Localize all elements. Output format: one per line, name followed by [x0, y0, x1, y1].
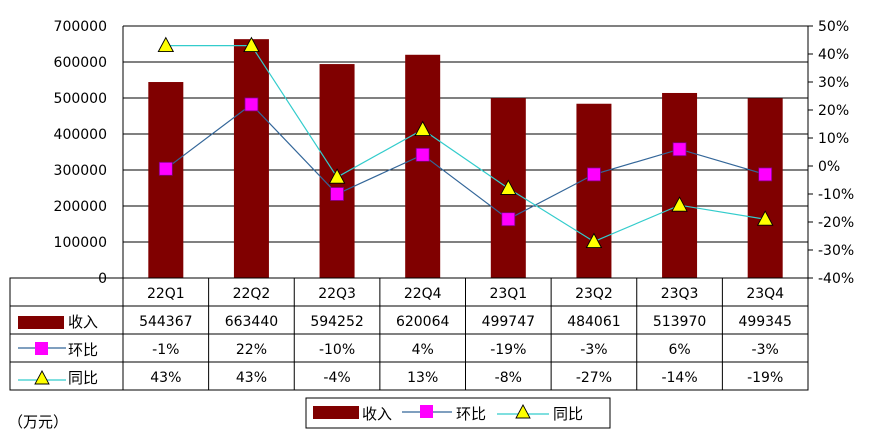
data-label: -4%: [323, 370, 350, 386]
data-label: 4%: [412, 342, 434, 358]
qoq-point-22Q1: [158, 161, 173, 176]
table-key-yoy-marker: [34, 370, 50, 385]
unit-label: （万元）: [8, 413, 68, 431]
bar-22Q1: [148, 82, 184, 278]
data-label: 6%: [668, 342, 690, 358]
qoq-point-23Q1: [501, 212, 516, 227]
legend-label-revenue: 收入: [362, 405, 392, 423]
data-label: 13%: [407, 370, 438, 386]
qoq-point-22Q2: [244, 97, 259, 112]
x-tick-label: 22Q2: [233, 286, 271, 302]
x-tick-label: 23Q3: [661, 286, 699, 302]
y2-tick-label: 40%: [818, 47, 849, 63]
qoq-point-23Q3: [672, 142, 687, 157]
y2-tick-label: -40%: [818, 271, 854, 287]
y2-tick-label: -20%: [818, 215, 854, 231]
yoy-point-23Q3: [671, 196, 688, 212]
x-tick-label: 22Q4: [404, 286, 442, 302]
yoy-point-22Q3: [328, 168, 346, 184]
yoy-point-23Q2: [585, 232, 603, 249]
data-label: 594252: [310, 314, 363, 330]
y2-tick-label: 50%: [818, 19, 849, 35]
data-label: 499345: [738, 314, 791, 330]
data-label: -14%: [661, 370, 697, 386]
qoq-series: [158, 97, 773, 227]
legend: 收入 环比 同比: [305, 397, 611, 429]
data-label: 43%: [150, 370, 181, 386]
y2-tick-label: 30%: [818, 75, 849, 91]
yoy-series: [157, 36, 774, 249]
yoy-line: [165, 44, 766, 243]
x-tick-label: 23Q2: [575, 286, 613, 302]
table-key-qoq-marker: [35, 342, 48, 355]
legend-label-yoy: 同比: [553, 405, 583, 423]
data-label: 43%: [236, 370, 267, 386]
bar-23Q4: [747, 98, 783, 278]
y-tick-label: 500000: [54, 91, 107, 107]
x-tick-label: 22Q1: [147, 286, 185, 302]
yoy-point-23Q1: [500, 179, 517, 195]
table-key-revenue: [18, 316, 64, 329]
data-label: 513970: [653, 314, 706, 330]
data-label: -3%: [752, 342, 779, 358]
yoy-point-22Q4: [414, 120, 431, 137]
bar-series: [148, 39, 783, 279]
yoy-point-23Q4: [756, 210, 774, 226]
data-label: -1%: [152, 342, 179, 358]
y-axis-left-ticks: 0 100000 200000 300000 400000 500000 600000 700…: [54, 19, 107, 287]
gridlines: [123, 25, 808, 279]
y-tick-label: 0: [98, 271, 107, 287]
data-label: 544367: [139, 314, 192, 330]
x-tick-label: 23Q1: [489, 286, 527, 302]
data-label: -19%: [490, 342, 526, 358]
y2-tick-label: -30%: [818, 243, 854, 259]
data-label: 663440: [225, 314, 278, 330]
y-axis-right-ticks: -40% -30% -20% -10% 0% 10% 20% 30% 40% 50%: [808, 19, 854, 287]
table-row-label-qoq: 环比: [68, 341, 98, 359]
qoq-point-22Q3: [330, 187, 344, 201]
data-label: 499747: [482, 314, 535, 330]
legend-key-qoq-marker: [420, 405, 433, 418]
y-tick-label: 400000: [54, 127, 107, 143]
y-tick-label: 600000: [54, 55, 107, 71]
y2-tick-label: 0%: [818, 159, 840, 175]
bar-23Q2: [576, 103, 612, 278]
data-label: -19%: [747, 370, 783, 386]
bar-22Q2: [233, 39, 269, 279]
data-label: -8%: [495, 370, 522, 386]
data-label: 22%: [236, 342, 267, 358]
y-tick-label: 100000: [54, 235, 107, 251]
table-row-label-yoy: 同比: [68, 369, 98, 387]
qoq-line: [165, 103, 766, 220]
x-tick-label: 23Q4: [746, 286, 784, 302]
qoq-point-22Q4: [415, 147, 430, 162]
qoq-point-23Q4: [758, 167, 773, 182]
table-row-label-revenue: 收入: [68, 313, 98, 331]
legend-key-yoy-marker: [515, 404, 531, 419]
y2-tick-label: 10%: [818, 131, 849, 147]
legend-key-revenue: [313, 406, 359, 419]
yoy-point-22Q1: [157, 36, 175, 53]
data-label: 484061: [567, 314, 620, 330]
x-tick-label: 22Q3: [318, 286, 356, 302]
qoq-point-23Q2: [587, 167, 601, 182]
legend-label-qoq: 环比: [456, 405, 486, 423]
y2-tick-label: -10%: [818, 187, 854, 203]
bar-23Q3: [662, 92, 698, 279]
y-tick-label: 300000: [54, 163, 107, 179]
data-label: -27%: [576, 370, 612, 386]
bar-22Q4: [405, 54, 441, 278]
data-label: -3%: [580, 342, 607, 358]
y2-tick-label: 20%: [818, 103, 849, 119]
y-tick-label: 700000: [54, 19, 107, 35]
yoy-point-22Q2: [243, 36, 260, 53]
data-label: 620064: [396, 314, 450, 330]
y-tick-label: 200000: [54, 199, 107, 215]
data-label: -10%: [319, 342, 355, 358]
